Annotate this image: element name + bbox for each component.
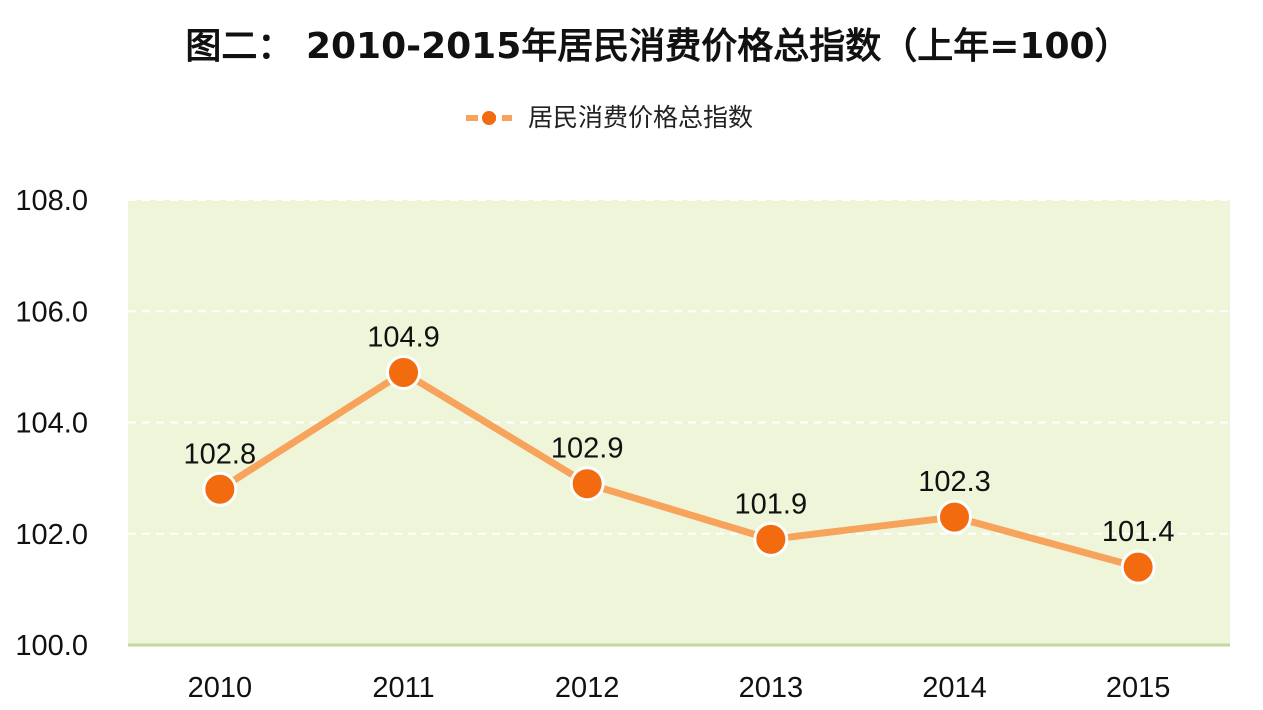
x-tick-label: 2014	[922, 672, 987, 704]
y-tick-label: 108.0	[15, 185, 88, 217]
x-tick-label: 2010	[188, 672, 253, 704]
data-point	[202, 471, 238, 507]
y-tick-label: 102.0	[15, 519, 88, 551]
y-tick-label: 100.0	[15, 630, 88, 662]
x-axis: 2010 2011 2012 2013 2014 2015	[188, 672, 1171, 704]
y-tick-label: 106.0	[15, 296, 88, 328]
series-layer	[202, 354, 1156, 585]
data-labels: 102.8 104.9 102.9 101.9 102.3 101.4	[184, 321, 1175, 548]
y-axis: 100.0 102.0 104.0 106.0 108.0	[15, 185, 88, 662]
data-label: 104.9	[367, 321, 440, 353]
series-line	[217, 368, 1140, 571]
x-tick-label: 2013	[739, 672, 804, 704]
data-label: 101.4	[1102, 516, 1175, 548]
x-tick-label: 2012	[555, 672, 620, 704]
data-label: 102.3	[918, 466, 991, 498]
x-tick-label: 2015	[1106, 672, 1171, 704]
gridlines	[128, 199, 1230, 647]
data-label: 102.9	[551, 433, 624, 465]
data-point	[937, 499, 972, 535]
x-tick-label: 2011	[372, 672, 434, 704]
chart-title: 图二： 2010-2015年居民消费价格总指数（上年=100）	[185, 26, 1130, 67]
legend-label: 居民消费价格总指数	[528, 103, 753, 132]
data-point	[1120, 549, 1156, 585]
legend-marker-swatch	[482, 111, 496, 125]
data-label: 102.8	[184, 438, 257, 470]
data-label: 101.9	[735, 488, 808, 520]
data-point	[386, 354, 421, 390]
data-point	[569, 466, 605, 502]
legend: 居民消费价格总指数	[466, 103, 753, 132]
data-point	[753, 521, 789, 557]
y-tick-label: 104.0	[15, 408, 88, 440]
